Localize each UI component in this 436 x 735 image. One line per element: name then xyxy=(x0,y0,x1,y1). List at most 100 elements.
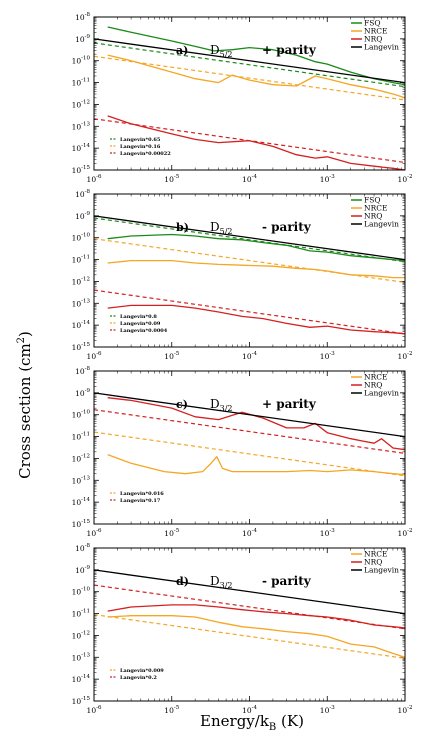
series-line-langevin-0-009 xyxy=(94,614,405,659)
series-line-langevin xyxy=(94,392,405,438)
plot-frame xyxy=(93,193,406,348)
y-tick-label: 10-12 xyxy=(72,99,90,109)
y-tick-label: 10-12 xyxy=(72,630,90,640)
legend-label: NRQ xyxy=(364,212,382,221)
small-legend-label: Langevin*0.0004 xyxy=(120,328,168,334)
y-tick-label: 10-15 xyxy=(72,342,91,352)
y-tick-label: 10-10 xyxy=(72,410,91,420)
y-tick-label: 10-14 xyxy=(72,320,91,330)
series-group xyxy=(94,392,405,477)
x-tick-label: 10-6 xyxy=(87,174,102,184)
y-tick-label: 10-11 xyxy=(72,609,90,619)
x-tick-label: 10-4 xyxy=(242,351,257,361)
x-tick-label: 10-5 xyxy=(164,705,179,715)
legend-label: NRQ xyxy=(364,558,382,567)
small-legend-label: Langevin*0.17 xyxy=(120,498,161,504)
small-legend-label: Langevin*0.65 xyxy=(120,137,161,143)
series-line-langevin xyxy=(94,38,405,84)
y-axis-title: Cross section (cm2) xyxy=(16,331,34,479)
x-tick-label: 10-4 xyxy=(242,705,257,715)
series-line-langevin-0-17 xyxy=(94,409,405,454)
panel-parity: + parity xyxy=(262,397,317,411)
y-tick-label: 10-13 xyxy=(72,652,91,662)
series-group xyxy=(94,215,405,335)
x-tick-label: 10-2 xyxy=(398,705,413,715)
x-tick-label: 10-2 xyxy=(398,528,413,538)
panel-parity: + parity xyxy=(262,43,317,57)
series-line-langevin-0-65 xyxy=(94,42,405,88)
legend-label: Langevin xyxy=(364,389,399,398)
legend-label: Langevin xyxy=(364,43,399,52)
legend-label: FSQ xyxy=(364,196,381,205)
y-tick-label: 10-14 xyxy=(72,143,91,153)
x-tick-label: 10-3 xyxy=(320,705,335,715)
plot-frame xyxy=(93,16,406,171)
small-legend-label: Langevin*0.8 xyxy=(120,314,157,320)
y-tick-label: 10-8 xyxy=(75,366,90,376)
legend-label: NRQ xyxy=(364,381,382,390)
panel-letter: c) xyxy=(176,398,188,411)
y-tick-label: 10-10 xyxy=(72,233,91,243)
x-tick-label: 10-2 xyxy=(398,351,413,361)
x-tick-label: 10-3 xyxy=(320,174,335,184)
panel-c: 10-15 10-14 10-13 10-12 10-11 10-10 10-9 10-8 10… xyxy=(72,366,413,538)
series-line-nrq xyxy=(107,115,405,170)
plot-frame xyxy=(93,547,406,702)
y-tick-label: 10-13 xyxy=(72,298,91,308)
legend-label: Langevin xyxy=(364,220,399,229)
x-tick-label: 10-5 xyxy=(164,174,179,184)
legend-label: NRCE xyxy=(364,550,387,559)
panel-state: D5/2 xyxy=(210,220,233,236)
series-line-nrce xyxy=(107,453,405,476)
legend-label: FSQ xyxy=(364,19,381,28)
legend-label: NRQ xyxy=(364,35,382,44)
series-line-langevin-0-0004 xyxy=(94,289,405,335)
x-tick-label: 10-4 xyxy=(242,174,257,184)
y-tick-label: 10-9 xyxy=(75,34,90,44)
series-line-nrce xyxy=(107,259,405,279)
panel-d: 10-15 10-14 10-13 10-12 10-11 10-10 10-9 10-8 10… xyxy=(72,543,413,715)
y-tick-label: 10-9 xyxy=(75,565,90,575)
x-tick-label: 10-3 xyxy=(320,351,335,361)
y-tick-label: 10-10 xyxy=(72,56,91,66)
series-group xyxy=(94,26,405,170)
y-tick-label: 10-14 xyxy=(72,674,91,684)
small-legend-label: Langevin*0.016 xyxy=(120,491,164,497)
legend-label: Langevin xyxy=(364,566,399,575)
x-tick-label: 10-6 xyxy=(87,528,102,538)
y-tick-label: 10-8 xyxy=(75,189,90,199)
y-tick-label: 10-8 xyxy=(75,543,90,553)
x-tick-label: 10-4 xyxy=(242,528,257,538)
y-tick-label: 10-10 xyxy=(72,587,91,597)
panel-b: 10-15 10-14 10-13 10-12 10-11 10-10 10-9 10-8 10… xyxy=(72,189,413,361)
series-line-langevin-0-16 xyxy=(94,55,405,101)
small-legend-label: Langevin*0.00022 xyxy=(120,151,171,157)
panel-letter: a) xyxy=(176,44,188,57)
small-legend-label: Langevin*0.009 xyxy=(120,668,164,674)
y-tick-label: 10-9 xyxy=(75,211,90,221)
y-tick-label: 10-12 xyxy=(72,453,90,463)
series-line-langevin xyxy=(94,569,405,615)
panel-state: D3/2 xyxy=(210,574,233,590)
y-tick-label: 10-13 xyxy=(72,475,91,485)
panel-state: D5/2 xyxy=(210,43,233,59)
panel-a: 10-15 10-14 10-13 10-12 10-11 10-10 10-9 10-8 10… xyxy=(72,12,413,184)
small-legend-label: Langevin*0.16 xyxy=(120,144,161,150)
series-line-langevin-0-00022 xyxy=(94,118,405,164)
x-axis-title: Energy/kB (K) xyxy=(200,712,304,733)
y-tick-label: 10-11 xyxy=(72,255,90,265)
x-tick-label: 10-6 xyxy=(87,351,102,361)
series-line-nrq xyxy=(107,304,405,335)
series-line-nrce xyxy=(107,54,405,99)
x-tick-label: 10-2 xyxy=(398,174,413,184)
series-line-nrce xyxy=(107,615,405,658)
panel-letter: b) xyxy=(176,221,189,234)
series-line-langevin-0-09 xyxy=(94,238,405,283)
panel-letter: d) xyxy=(176,575,189,588)
series-line-langevin-0-8 xyxy=(94,217,405,263)
y-tick-label: 10-15 xyxy=(72,165,91,175)
legend-label: NRCE xyxy=(364,373,387,382)
x-tick-label: 10-6 xyxy=(87,705,102,715)
series-line-nrq xyxy=(107,397,405,451)
